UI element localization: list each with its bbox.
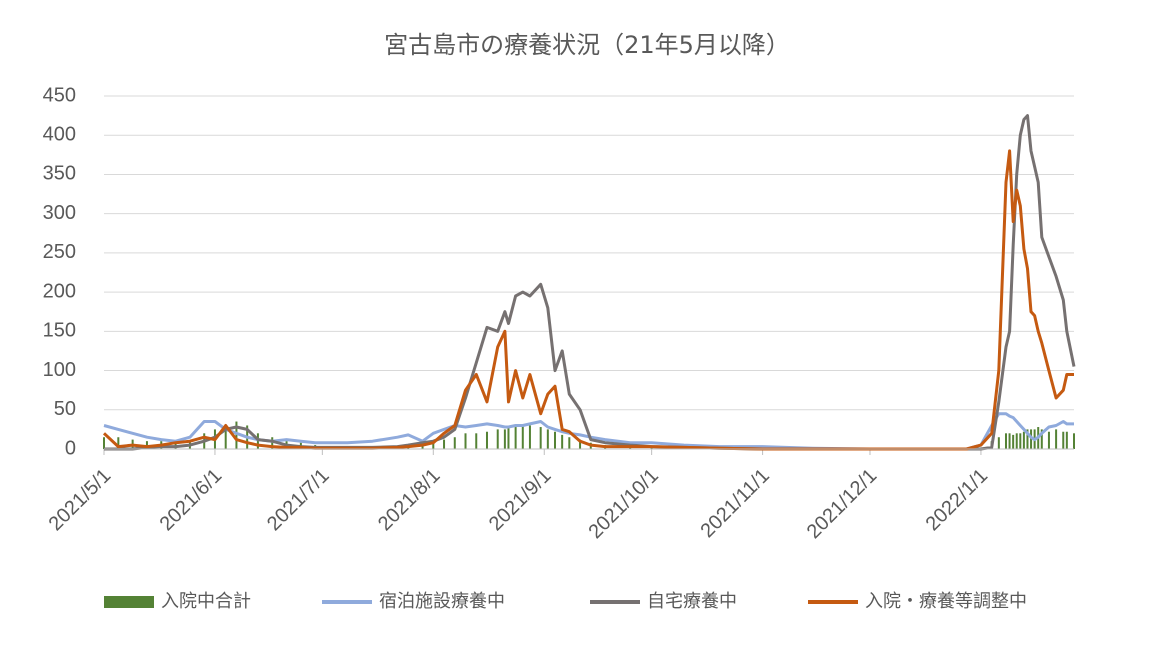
y-tick-label: 250 [43,241,76,263]
bar [1062,431,1065,449]
bar [1030,429,1033,449]
legend-label: 入院中合計 [161,591,251,612]
bar [496,429,499,449]
bar [1040,429,1043,449]
bar [117,437,120,449]
y-tick-label: 50 [54,398,76,420]
bar [528,425,531,449]
bar [507,427,510,449]
bar [224,425,227,449]
legend-label: 宿泊施設療養中 [379,591,505,612]
bar [1015,433,1018,449]
bar [546,429,549,449]
x-tick-label: 2021/7/1 [263,465,334,536]
bar [1055,429,1058,449]
bar [453,437,456,449]
line [104,114,1076,451]
bar [579,439,582,449]
bar [1022,431,1025,449]
y-tick-label: 200 [43,280,76,302]
x-tick-label: 2021/11/1 [696,465,773,542]
x-tick-label: 2021/10/1 [584,465,662,543]
bar [1012,434,1015,449]
bar [1047,431,1050,449]
x-tick-label: 2021/5/1 [45,465,116,536]
bar [443,439,446,449]
bar [553,431,556,449]
x-tick-label: 2021/12/1 [803,465,881,543]
bar [485,431,488,449]
legend-swatch [104,596,154,608]
bar [503,429,506,449]
x-tick-label: 2021/6/1 [156,465,227,536]
bar [521,425,524,449]
bar [235,421,238,449]
bar [1065,431,1068,449]
bar [997,437,1000,449]
x-tick-label: 2022/1/1 [922,465,993,536]
x-tick-label: 2021/9/1 [485,465,556,536]
legend-label: 入院・療養等調整中 [865,591,1027,612]
bar [650,447,653,449]
bar [145,441,148,449]
bar [464,433,467,449]
y-tick-label: 350 [43,163,76,185]
bar [256,433,259,449]
bar [1073,433,1075,449]
bar [561,434,564,449]
y-tick-label: 450 [43,84,76,106]
y-tick-label: 0 [65,437,76,459]
bar [568,437,571,449]
y-tick-label: 150 [43,320,76,342]
bar [1026,429,1029,449]
bar [432,441,435,449]
y-tick-label: 100 [43,359,76,381]
y-tick-label: 300 [43,202,76,224]
y-tick-label: 400 [43,124,76,146]
bar [1008,433,1011,449]
bar [475,433,478,449]
legend-label: 自宅療養中 [647,591,737,612]
line [103,412,1074,451]
bar [1004,433,1007,449]
x-tick-label: 2021/8/1 [374,465,445,536]
bar [1019,433,1022,449]
line [102,149,1074,451]
bar [103,437,105,449]
bar [539,427,542,449]
chart-title: 宮古島市の療養状況（21年5月以降） [384,31,790,59]
bar [271,437,274,449]
bar [514,427,517,449]
